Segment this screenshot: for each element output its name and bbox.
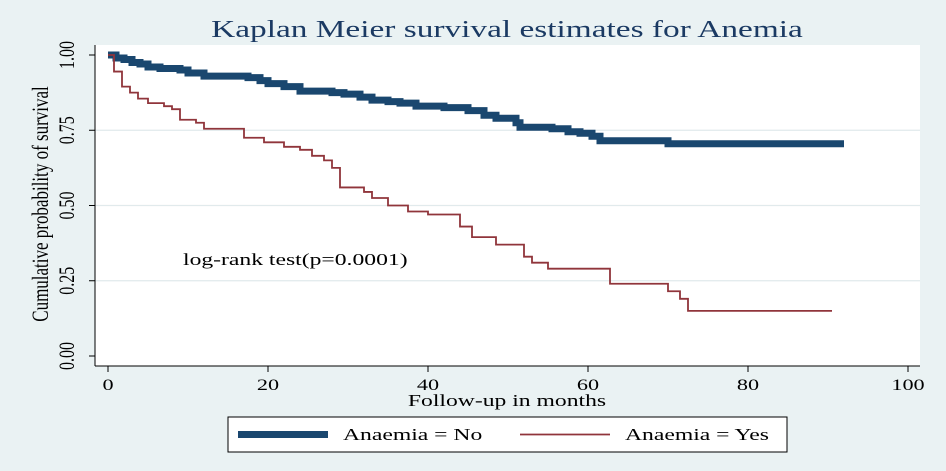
x-tick-label: 80 [737,377,759,394]
y-tick-label-group: 1.00 [56,41,80,69]
annotation-group: log-rank test(p=0.0001) [183,251,408,269]
y-axis-title-group: Cumulative probability of survival [28,86,53,322]
legend-label-anaemia-no: Anaemia = No [343,426,482,444]
x-tick-label-group: 20 [257,377,279,394]
y-tick-label-group: 0.00 [56,342,80,370]
x-tick-label: 100 [891,377,924,394]
x-tick-label: 60 [577,377,599,394]
y-axis-title: Cumulative probability of survival [28,86,53,322]
survival-curve-anaemia-yes [108,54,832,312]
x-tick-label-group: 100 [891,377,924,394]
x-tick-label: 0 [102,377,113,394]
x-tick-label-group: 60 [577,377,599,394]
chart-title: Kaplan Meier survival estimates for Anem… [211,16,803,42]
x-axis-title: Follow-up in months [408,392,606,410]
y-tick-label: 1.00 [56,41,80,69]
x-tick-label: 20 [257,377,279,394]
legend-label-yes-group: Anaemia = Yes [625,426,769,444]
legend: Anaemia = No Anaemia = Yes [227,416,788,453]
x-tick-label: 40 [417,377,439,394]
survival-curves [108,51,844,312]
x-tick-label-group: 0 [102,377,113,394]
y-tick-label: 0.00 [56,342,80,370]
chart-title-group: Kaplan Meier survival estimates for Anem… [211,16,803,42]
y-tick-label-group: 0.25 [56,267,80,295]
x-tick-label-group: 80 [737,377,759,394]
legend-label-no-group: Anaemia = No [343,426,482,444]
legend-label-anaemia-yes: Anaemia = Yes [625,426,769,444]
y-axis-ticks: 0.00 0.25 0.50 0.75 1.00 [56,41,95,370]
y-tick-label: 0.75 [56,116,80,144]
y-tick-label: 0.50 [56,192,80,220]
y-tick-label: 0.25 [56,267,80,295]
x-tick-label-group: 40 [417,377,439,394]
y-tick-label-group: 0.50 [56,192,80,220]
log-rank-annotation: log-rank test(p=0.0001) [183,251,408,269]
x-axis-ticks: 0 20 40 60 80 100 [102,366,925,394]
y-tick-label-group: 0.75 [56,116,80,144]
y-gridlines [95,129,920,282]
x-axis-title-group: Follow-up in months [408,392,606,410]
survival-curve-anaemia-no [108,51,844,148]
